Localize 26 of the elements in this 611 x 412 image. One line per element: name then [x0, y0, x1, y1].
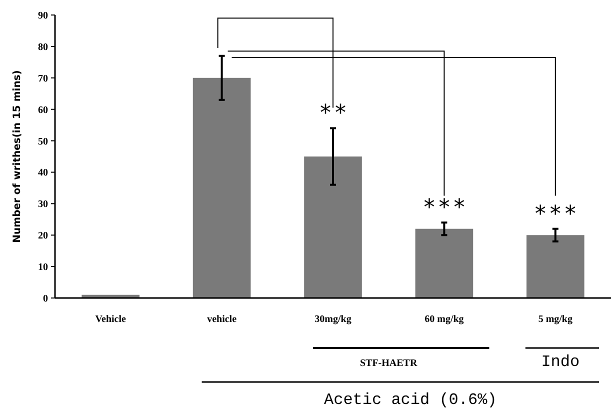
y-tick-label: 60: [38, 104, 48, 116]
y-axis-title: Number of writhes(in 15 mins): [12, 70, 23, 243]
annotation: **: [320, 101, 350, 126]
y-tick-label: 80: [38, 42, 48, 53]
bar: [415, 228, 474, 298]
y-tick-label: 40: [38, 168, 48, 179]
y-tick-label: 50: [38, 136, 48, 148]
bar: [526, 235, 584, 298]
x-tick-label: 60 mg/kg: [424, 314, 464, 325]
y-tick-label: 90: [38, 10, 48, 22]
x-tick-label: 5 mg/kg: [538, 314, 572, 325]
x-tick-label: vehicle: [207, 314, 238, 325]
y-tick-label: 20: [38, 230, 48, 242]
text: Indo: [541, 353, 580, 371]
y-tick-label: 0: [43, 294, 48, 304]
annotation: ***: [424, 196, 469, 221]
y-tick-label: 70: [38, 73, 48, 84]
bar: [192, 78, 251, 298]
x-tick-label: Vehicle: [95, 314, 127, 325]
y-tick-label: 10: [38, 262, 48, 274]
text: Acetic acid (0.6%): [324, 391, 497, 409]
annotation: ***: [534, 202, 580, 227]
bar: [304, 156, 362, 298]
x-tick-label: 30mg/kg: [314, 314, 352, 325]
text: STF-HAETR: [360, 358, 418, 369]
y-tick-label: 30: [38, 199, 48, 210]
